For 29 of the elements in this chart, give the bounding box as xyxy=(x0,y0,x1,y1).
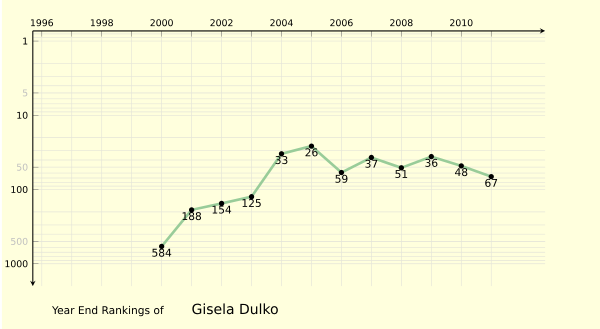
y-tick-label: 100 xyxy=(11,186,28,194)
data-label: 584 xyxy=(152,248,172,257)
y-tick-label: 500 xyxy=(11,238,28,245)
y-tick-label: 10 xyxy=(17,112,28,119)
x-tick-label: 2008 xyxy=(390,19,413,26)
y-tick-label: 1 xyxy=(23,38,28,44)
data-label: 67 xyxy=(485,178,498,187)
data-label: 154 xyxy=(212,206,232,214)
data-label: 48 xyxy=(455,168,468,176)
data-label: 33 xyxy=(276,156,288,164)
x-tick-label: 2002 xyxy=(210,19,232,26)
data-label: 51 xyxy=(395,170,408,178)
text: Year End Rankings of xyxy=(52,306,164,316)
text: Gisela Dulko xyxy=(192,303,278,314)
x-tick-label: 2010 xyxy=(450,19,472,26)
y-tick-label: 50 xyxy=(16,164,28,171)
data-label: 125 xyxy=(242,198,261,208)
data-label: 36 xyxy=(425,158,438,167)
data-label: 59 xyxy=(335,174,348,183)
x-tick-label: 1996 xyxy=(30,19,54,26)
data-label: 188 xyxy=(182,212,202,220)
data-label: 26 xyxy=(305,148,318,156)
x-tick-label: 2000 xyxy=(150,19,173,26)
y-tick-label: 5 xyxy=(22,90,28,96)
x-tick-label: 1998 xyxy=(90,19,113,26)
x-tick-label: 2006 xyxy=(330,19,353,26)
y-tick-label: 1000 xyxy=(5,260,28,268)
data-label: 37 xyxy=(365,160,378,168)
x-tick-label: 2004 xyxy=(270,19,293,26)
